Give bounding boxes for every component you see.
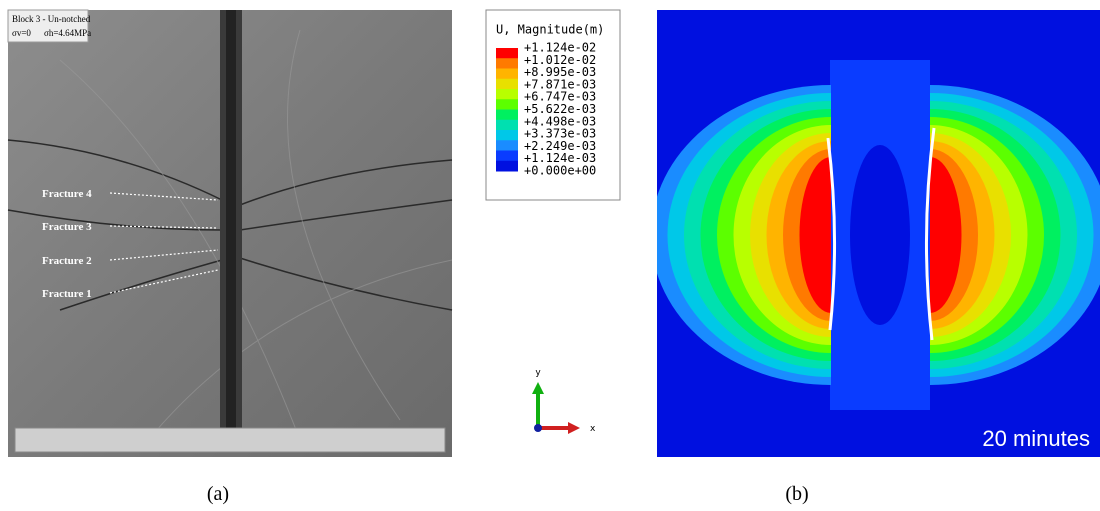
legend-title: U, Magnitude(m) [496,23,604,37]
axis-y: y [535,368,541,378]
axis-x: x [590,424,596,434]
panel-label: (a) [207,483,229,505]
panel-label: (b) [785,483,808,505]
fracture-label: Fracture 1 [42,288,92,300]
legend-swatch [496,130,518,141]
stress-v: σv=0 [12,28,31,38]
time-label: 20 minutes [982,426,1090,451]
legend-swatch [496,120,518,131]
legend-swatch [496,89,518,100]
fracture-label: Fracture 3 [42,221,92,233]
stress-h: σh=4.64MPa [44,28,91,38]
fracture-label: Fracture 4 [42,188,92,200]
figure: Block 3 - Un-notched σv=0 σh=4.64MPa Fra… [0,0,1100,511]
axis-triad: y x [532,368,596,434]
legend-swatch [496,151,518,162]
contour-plot [651,10,1100,457]
legend-swatch [496,79,518,90]
middle-core [850,145,910,325]
photo: Block 3 - Un-notched σv=0 σh=4.64MPa Fra… [8,10,452,457]
legend-swatch [496,161,518,172]
block-label: Block 3 - Un-notched [12,14,91,24]
legend-swatch [496,69,518,80]
legend-swatch [496,110,518,121]
legend-swatch [496,48,518,59]
legend-level: +0.000e+00 [524,164,596,178]
fracture-label: Fracture 2 [42,255,92,267]
legend-swatch [496,99,518,110]
legend-swatch [496,58,518,69]
legend-swatch [496,140,518,151]
